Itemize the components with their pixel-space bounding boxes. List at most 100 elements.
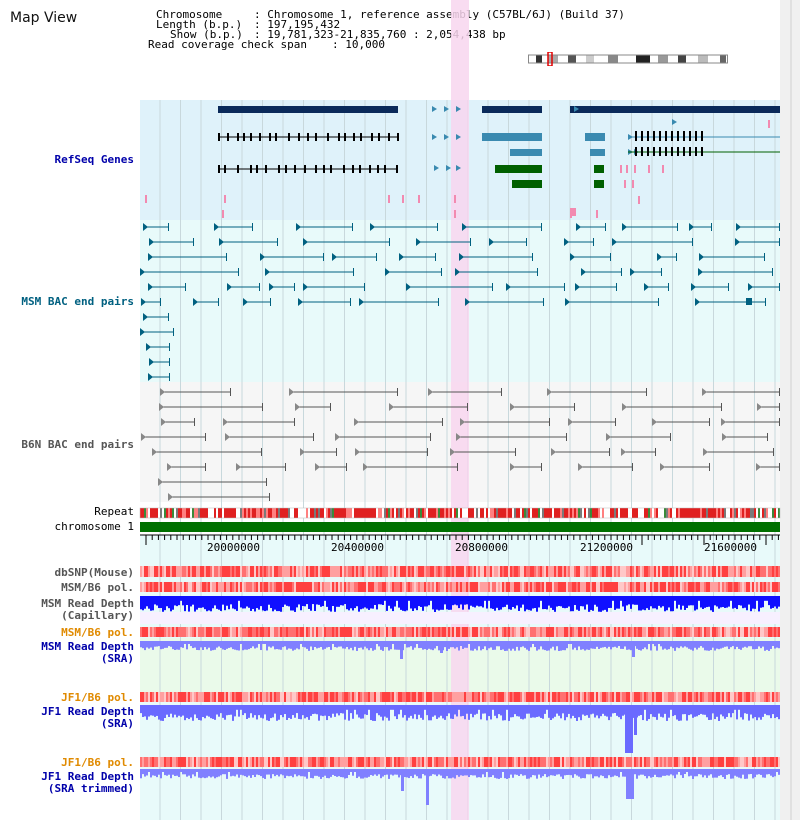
read-depth-bar — [144, 705, 146, 717]
polymorphism-density — [636, 692, 638, 702]
read-depth-spike — [632, 641, 635, 657]
track-label-repeat[interactable]: Repeat — [94, 505, 134, 518]
track-label-dbsnp[interactable]: dbSNP(Mouse) — [54, 566, 134, 579]
polymorphism-density — [352, 582, 354, 592]
track-label-msm-bac[interactable]: MSM BAC end pairs — [21, 295, 134, 308]
read-depth-bar — [706, 641, 708, 651]
repeat-element — [474, 508, 476, 518]
msm-bac-end — [143, 313, 148, 321]
read-depth-bar — [624, 769, 626, 777]
read-depth-bar — [496, 596, 498, 608]
read-depth-bar — [246, 769, 248, 778]
read-depth-bar — [158, 705, 160, 720]
read-depth-bar — [474, 596, 476, 608]
repeat-element — [248, 508, 250, 518]
read-depth-bar — [188, 705, 190, 720]
polymorphism-density — [694, 582, 696, 592]
track-label-msm-b6-pol-2[interactable]: MSM/B6 pol. — [61, 626, 134, 639]
read-depth-bar — [322, 769, 324, 778]
track-label-chromosome[interactable]: chromosome 1 — [54, 520, 134, 533]
read-depth-bar — [224, 769, 226, 775]
polymorphism-density — [594, 582, 596, 592]
polymorphism-density — [248, 627, 250, 637]
read-depth-bar — [744, 641, 746, 647]
polymorphism-density — [246, 757, 248, 767]
track-label-msm-depth-capillary[interactable]: MSM Read Depth (Capillary) — [41, 597, 134, 622]
read-depth-bar — [224, 705, 226, 720]
read-depth-bar — [428, 596, 430, 606]
read-depth-bar — [628, 641, 630, 650]
polymorphism-density — [624, 566, 626, 577]
read-depth-bar — [376, 705, 378, 714]
polymorphism-density — [644, 627, 646, 637]
read-depth-bar — [614, 705, 616, 714]
read-depth-bar — [732, 769, 734, 779]
track-label-refseq[interactable]: RefSeq Genes — [54, 153, 134, 166]
polymorphism-density — [732, 627, 734, 637]
polymorphism-density — [734, 566, 736, 577]
read-depth-bar — [620, 641, 622, 649]
polymorphism-density — [682, 757, 684, 767]
read-depth-bar — [232, 769, 234, 776]
read-depth-bar — [692, 596, 694, 606]
read-depth-bar — [144, 769, 146, 777]
b6n-bac-end — [722, 433, 727, 441]
repeat-element — [514, 508, 516, 518]
repeat-element — [194, 508, 196, 518]
read-depth-bar — [250, 596, 252, 611]
polymorphism-density — [286, 582, 288, 592]
read-depth-bar — [740, 641, 742, 650]
read-depth-bar — [396, 596, 398, 601]
read-depth-bar — [214, 705, 216, 720]
track-label-jf1-b6-pol-1[interactable]: JF1/B6 pol. — [61, 691, 134, 704]
polymorphism-density — [154, 566, 156, 577]
polymorphism-density — [216, 566, 218, 577]
track-label-jf1-b6-pol-2[interactable]: JF1/B6 pol. — [61, 756, 134, 769]
b6n-bac-end — [578, 463, 583, 471]
read-depth-bar — [594, 769, 596, 777]
read-depth-bar — [232, 641, 234, 650]
polymorphism-density — [738, 627, 740, 637]
track-label-b6n-bac[interactable]: B6N BAC end pairs — [21, 438, 134, 451]
polymorphism-density — [424, 566, 426, 577]
polymorphism-density — [182, 627, 184, 637]
polymorphism-density — [682, 582, 684, 592]
repeat-element — [360, 508, 362, 518]
msm-bac-end — [359, 298, 364, 306]
polymorphism-density — [592, 566, 594, 577]
repeat-element — [600, 508, 602, 518]
read-depth-bar — [352, 641, 354, 651]
polymorphism-density — [356, 757, 358, 767]
read-depth-bar — [462, 769, 464, 776]
gene-exon — [307, 133, 309, 141]
read-depth-bar — [166, 769, 168, 776]
polymorphism-density — [716, 627, 718, 637]
read-depth-bar — [190, 641, 192, 647]
chromosome-ideogram[interactable] — [528, 52, 728, 66]
polymorphism-density — [264, 627, 266, 637]
track-label-jf1-depth-trimmed[interactable]: JF1 Read Depth (SRA trimmed) — [41, 770, 134, 795]
polymorphism-density — [764, 566, 766, 577]
track-label-jf1-depth-sra[interactable]: JF1 Read Depth (SRA) — [41, 705, 134, 730]
polymorphism-density — [368, 757, 370, 767]
track-label-msm-depth-sra[interactable]: MSM Read Depth (SRA) — [41, 640, 134, 665]
polymorphism-density — [210, 627, 212, 637]
polymorphism-density — [188, 582, 190, 592]
polymorphism-density — [714, 566, 716, 577]
polymorphism-density — [346, 582, 348, 592]
read-depth-bar — [592, 705, 594, 714]
polymorphism-density — [358, 757, 360, 767]
read-depth-bar — [730, 705, 732, 718]
read-depth-bar — [646, 705, 648, 721]
polymorphism-density — [546, 757, 548, 767]
read-depth-bar — [594, 596, 596, 605]
read-depth-bar — [664, 769, 666, 776]
polymorphism-density — [352, 566, 354, 577]
track-label-msm-b6-pol-1[interactable]: MSM/B6 pol. — [61, 581, 134, 594]
read-depth-bar — [168, 596, 170, 609]
read-depth-bar — [366, 596, 368, 609]
repeat-element — [754, 508, 756, 518]
polymorphism-density — [550, 582, 552, 592]
polymorphism-density — [426, 757, 428, 767]
